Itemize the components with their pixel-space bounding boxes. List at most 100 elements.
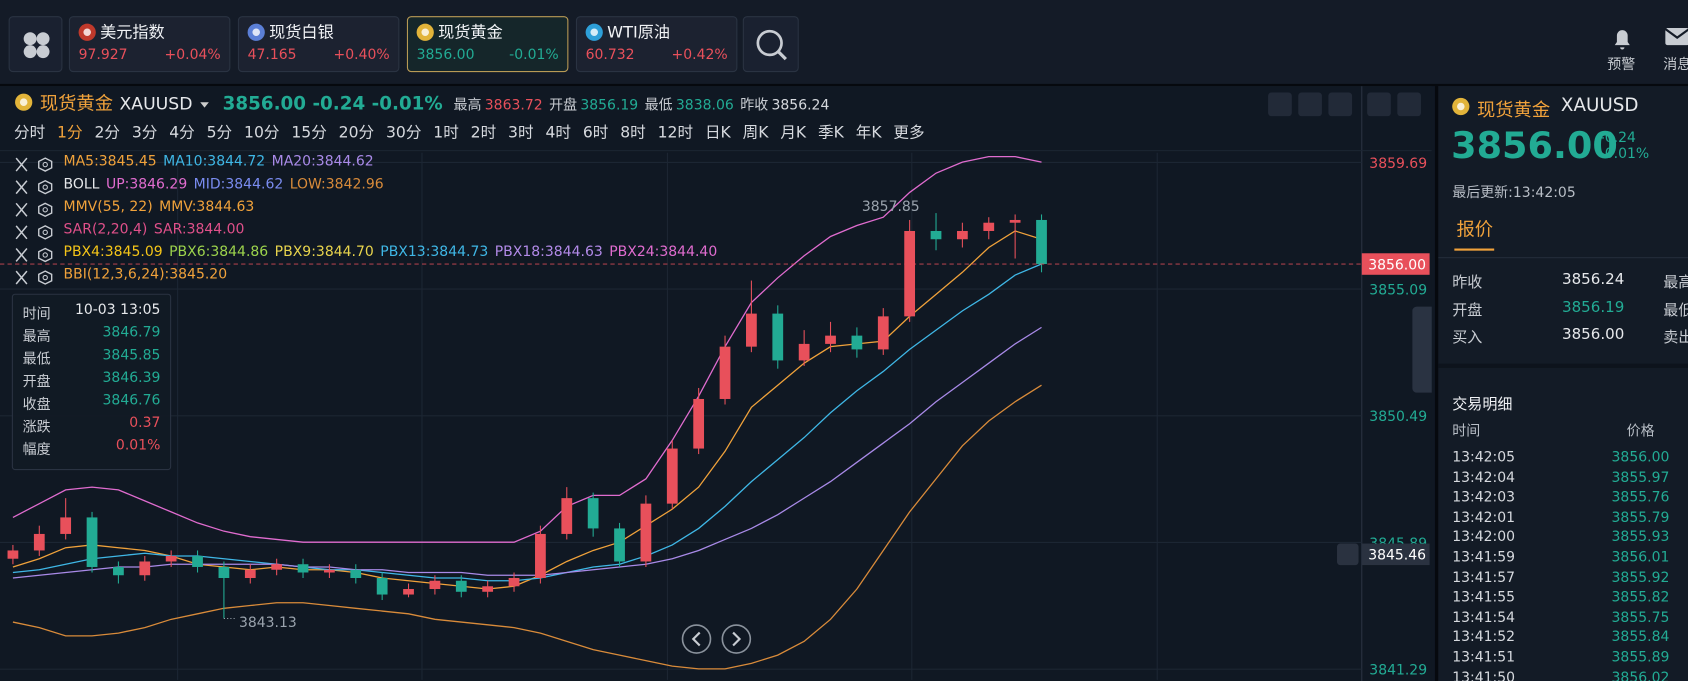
timeframe[interactable]: 8时 xyxy=(620,124,646,143)
indicator-controls xyxy=(14,246,57,266)
tooltip-value: 3845.85 xyxy=(102,347,161,364)
ticker-card[interactable]: 现货黄金 3856.00 -0.01% xyxy=(406,16,569,73)
cursor-price-tag xyxy=(1361,543,1430,566)
indicator-value: BOLL xyxy=(63,176,100,193)
icon xyxy=(585,23,603,41)
timeframe[interactable]: 月K xyxy=(780,124,807,143)
timeframe[interactable]: 3时 xyxy=(508,124,534,143)
timeframe[interactable]: 10分 xyxy=(244,124,280,143)
indicator-icons[interactable] xyxy=(14,247,57,263)
action-label[interactable]: 预警 xyxy=(1607,57,1636,74)
ticker-card[interactable]: 现货白银 47.165 +0.40% xyxy=(237,16,400,73)
timeframe-bar: 分时 1分 2分 3分 4分 5分 10分 15分 20分 30分 1时 2时 3时 4时 6时 8时 12时日… xyxy=(14,120,925,143)
indicator-legend: PBX4:3845.09 PBX6:3844.86 PBX9:3844.70 PBX1… xyxy=(64,244,718,260)
indicator-icons[interactable] xyxy=(14,202,57,218)
candle-body xyxy=(429,580,441,590)
tooltip-label: 最低 xyxy=(22,351,51,368)
indicator-value: BBI(12,3,6,24):3845.20 xyxy=(63,266,228,283)
timeframe[interactable]: 20分 xyxy=(338,124,375,143)
settings-dot xyxy=(42,252,48,258)
symbol-name: 现货黄金 xyxy=(39,93,114,116)
timeframe[interactable]: 年K xyxy=(855,124,882,143)
tooltip-value: 0.01% xyxy=(115,437,161,454)
indicator-line xyxy=(12,263,1042,582)
quote-label: 开盘 xyxy=(1452,301,1483,319)
candle-body xyxy=(113,566,124,576)
stat-label: 最低 xyxy=(644,97,673,115)
high-annotation: 3857.85 xyxy=(862,199,920,215)
timeframe[interactable]: 4时 xyxy=(545,124,571,143)
chart-panel: 3841.293845.893850.493855.093859.693857.… xyxy=(0,86,1432,681)
timeframe[interactable]: 1分 xyxy=(57,124,83,143)
candle-body xyxy=(561,498,573,534)
timeframe[interactable]: 1时 xyxy=(433,124,459,143)
close-icon xyxy=(15,270,28,285)
tooltip-label: 最高 xyxy=(22,329,51,346)
indicator-value: UP:3846.29 xyxy=(105,176,188,193)
close-icon xyxy=(15,248,28,262)
last-price: 3856.00 xyxy=(222,93,306,116)
tab[interactable]: 报价 xyxy=(1456,219,1494,241)
tool-button[interactable] xyxy=(1367,92,1391,117)
menu-button[interactable] xyxy=(8,16,63,73)
timeframe[interactable]: 分时 xyxy=(13,124,46,143)
timeframe[interactable]: 季K xyxy=(818,124,844,143)
ticker-card[interactable]: 美元指数 97.927 +0.04% xyxy=(68,16,231,73)
quote-side-label: 卖出 xyxy=(1663,329,1688,347)
icon xyxy=(15,93,33,111)
indicator-value: MID:3844.62 xyxy=(193,176,284,193)
collapse-handle[interactable] xyxy=(1412,306,1432,393)
timeframe[interactable]: 12时 xyxy=(657,124,694,143)
timeframe[interactable]: 4分 xyxy=(169,124,195,143)
search-button[interactable] xyxy=(742,16,799,73)
icon xyxy=(1452,97,1470,116)
action-label[interactable]: 消息 xyxy=(1663,57,1688,74)
indicator-icons[interactable] xyxy=(14,225,57,240)
timeframe[interactable]: 2时 xyxy=(470,124,497,143)
indicator-value: PBX9:3844.70 xyxy=(274,244,374,261)
timeframe[interactable]: 6时 xyxy=(582,124,609,143)
stat-value: 3838.06 xyxy=(675,97,734,115)
timeframe[interactable]: 日K xyxy=(704,124,731,143)
trade-time: 13:42:00 xyxy=(1452,529,1516,546)
timeframe[interactable]: 更多 xyxy=(893,124,925,143)
candle-body xyxy=(798,343,810,361)
tool-button[interactable] xyxy=(1397,92,1421,117)
ticker-card[interactable]: WTI原油 60.732 +0.42% xyxy=(575,16,738,73)
indicator-value: PBX18:3844.63 xyxy=(494,244,603,261)
tool-button[interactable] xyxy=(1268,92,1292,117)
indicator-icons[interactable] xyxy=(14,270,57,285)
indicator-icons[interactable] xyxy=(14,179,57,195)
quote-label: 买入 xyxy=(1452,329,1483,347)
nav-button xyxy=(681,624,712,654)
indicator-icons[interactable] xyxy=(14,157,57,172)
stat-label: 最高 xyxy=(453,97,482,115)
candle-body xyxy=(693,398,705,449)
indicator-value: MA20:3844.62 xyxy=(271,153,374,170)
tool-button[interactable] xyxy=(1298,92,1322,117)
candle-body xyxy=(1009,219,1021,223)
indicator-value: MA5:3845.45 xyxy=(63,153,157,170)
trade-time: 13:42:04 xyxy=(1452,469,1516,486)
candle-body xyxy=(772,313,784,361)
indicator-line xyxy=(12,326,1042,579)
ticker-name: 美元指数 xyxy=(100,22,165,42)
timeframe[interactable]: 3分 xyxy=(131,124,158,143)
trade-time: 13:41:50 xyxy=(1452,669,1516,681)
chart-canvas: 3841.293845.893850.493855.093859.693857.… xyxy=(0,86,1432,681)
close-icon xyxy=(15,225,28,240)
side-symbol: XAUUSD xyxy=(1560,94,1639,117)
timeframe[interactable]: 2分 xyxy=(94,124,120,143)
tooltip-label: 收盘 xyxy=(22,396,51,414)
dropdown-caret[interactable] xyxy=(199,101,210,110)
timeframe[interactable]: 30分 xyxy=(385,124,422,143)
icon-dot xyxy=(83,28,91,37)
candle-body xyxy=(7,550,19,559)
indicator-value: PBX13:3844.73 xyxy=(380,244,489,261)
timeframe[interactable]: 周K xyxy=(742,124,769,143)
timeframe[interactable]: 5分 xyxy=(206,124,233,143)
tool-button[interactable] xyxy=(1328,92,1353,117)
close-icon xyxy=(15,157,28,172)
price-change: -0.24 xyxy=(312,93,366,116)
timeframe[interactable]: 15分 xyxy=(291,124,327,143)
